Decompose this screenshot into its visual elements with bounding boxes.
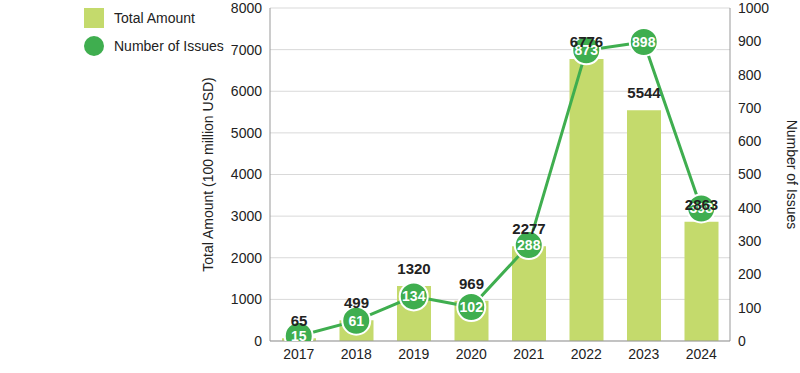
svg-text:0: 0 [738, 333, 746, 349]
svg-text:65: 65 [291, 312, 308, 329]
svg-text:5544: 5544 [627, 84, 661, 101]
svg-text:1000: 1000 [738, 0, 769, 16]
svg-text:873: 873 [574, 42, 598, 59]
svg-text:969: 969 [459, 275, 484, 292]
html-text:Total Amount: Total Amount [114, 10, 195, 26]
svg-text:100: 100 [738, 300, 762, 316]
svg-text:4000: 4000 [231, 166, 262, 182]
svg-text:7000: 7000 [231, 42, 262, 58]
svg-text:700: 700 [738, 100, 762, 116]
svg-text:6000: 6000 [231, 83, 262, 99]
svg-text:1000: 1000 [231, 291, 262, 307]
svg-text:Number of Issues: Number of Issues [784, 120, 792, 230]
svg-text:2019: 2019 [398, 346, 429, 362]
svg-text:2863: 2863 [685, 196, 718, 213]
svg-text:499: 499 [344, 294, 369, 311]
svg-text:600: 600 [738, 133, 762, 149]
svg-text:2020: 2020 [456, 346, 487, 362]
svg-text:15: 15 [291, 328, 307, 341]
svg-text:300: 300 [738, 233, 762, 249]
svg-text:2023: 2023 [628, 346, 659, 362]
html-text:Number of Issues: Number of Issues [114, 38, 224, 54]
svg-text:200: 200 [738, 266, 762, 282]
svg-text:6776: 6776 [570, 33, 603, 50]
svg-text:2000: 2000 [231, 250, 262, 266]
svg-text:8000: 8000 [231, 0, 262, 16]
svg-text:134: 134 [402, 288, 426, 304]
svg-text:0: 0 [254, 333, 262, 349]
svg-text:2024: 2024 [686, 346, 717, 362]
svg-text:2277: 2277 [512, 220, 545, 237]
svg-text:800: 800 [738, 67, 762, 83]
svg-text:288: 288 [517, 237, 541, 253]
svg-text:900: 900 [738, 33, 762, 49]
svg-text:2017: 2017 [283, 346, 314, 362]
svg-text:500: 500 [738, 166, 762, 182]
svg-text:2022: 2022 [571, 346, 602, 362]
svg-text:1320: 1320 [397, 260, 430, 277]
svg-text:898: 898 [632, 34, 656, 50]
svg-text:400: 400 [738, 200, 762, 216]
svg-text:2018: 2018 [341, 346, 372, 362]
svg-text:5000: 5000 [231, 125, 262, 141]
svg-text:61: 61 [348, 313, 364, 329]
svg-text:102: 102 [460, 299, 484, 315]
svg-text:2021: 2021 [513, 346, 544, 362]
svg-text:3000: 3000 [231, 208, 262, 224]
svg-text:Total Amount (100 million USD): Total Amount (100 million USD) [200, 77, 216, 272]
